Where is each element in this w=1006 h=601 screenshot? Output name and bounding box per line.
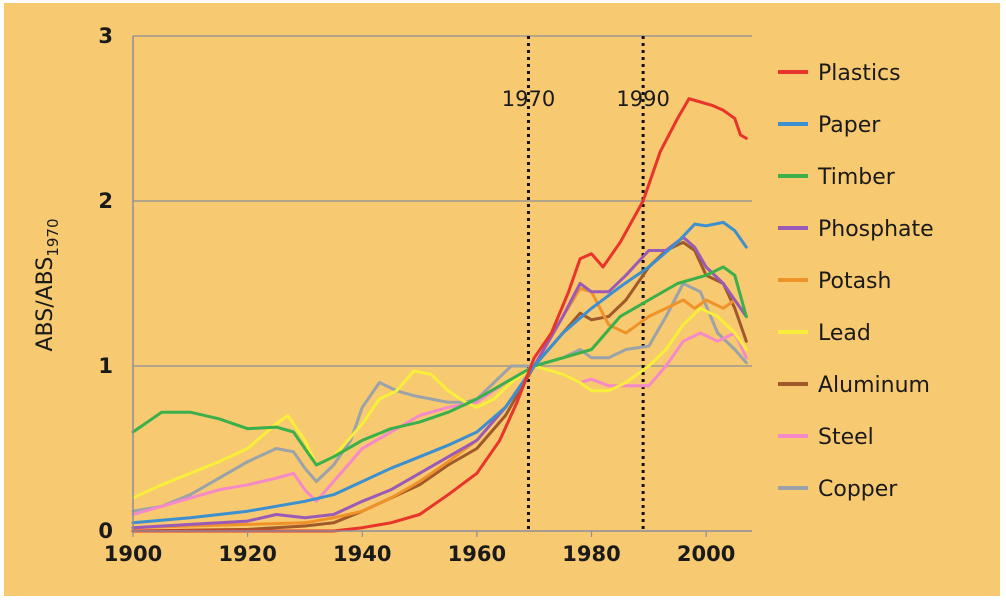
legend-label-plastics: Plastics: [818, 61, 901, 86]
y-axis-label: ABS/ABS1970: [33, 218, 62, 351]
x-tick-label: 1940: [333, 542, 391, 566]
reference-label-1970: 1970: [502, 87, 555, 111]
legend-label-lead: Lead: [818, 321, 871, 346]
series-line-phosphate: [131, 235, 748, 530]
series-line-lead: [131, 306, 748, 500]
series-line-timber: [131, 265, 748, 467]
y-axis-label-main: ABS/ABS: [33, 257, 58, 352]
legend: Plastics Paper Timber Phosphate Potash Lead Al…: [778, 61, 934, 502]
y-tick-label: 0: [98, 519, 113, 543]
reference-lines: 1970 1990: [502, 36, 670, 531]
x-tick-label: 2000: [677, 542, 735, 566]
legend-label-timber: Timber: [817, 165, 896, 190]
y-axis-label-subscript: 1970: [44, 218, 62, 256]
grid-lines: [133, 35, 752, 367]
series-lines: [131, 97, 748, 533]
x-tick-label: 1900: [104, 542, 162, 566]
legend-label-potash: Potash: [818, 269, 891, 294]
axes: 0 1 2 3 1900 1920 1940 1960 1980 2000: [98, 24, 752, 566]
chart-panel: [4, 3, 1000, 596]
y-tick-label: 3: [98, 24, 113, 48]
series-line-potash: [131, 287, 748, 530]
legend-label-aluminum: Aluminum: [818, 373, 930, 398]
x-tick-label: 1980: [562, 542, 620, 566]
legend-label-paper: Paper: [818, 113, 881, 138]
x-tick-label: 1960: [448, 542, 506, 566]
x-tick-label: 1920: [218, 542, 276, 566]
legend-label-steel: Steel: [818, 425, 874, 450]
series-line-copper: [131, 282, 748, 513]
reference-label-1990: 1990: [616, 87, 669, 111]
legend-label-copper: Copper: [818, 477, 898, 502]
y-tick-label: 1: [98, 354, 113, 378]
series-line-plastics: [131, 97, 748, 533]
y-tick-label: 2: [98, 189, 113, 213]
series-line-paper: [131, 220, 748, 525]
legend-label-phosphate: Phosphate: [818, 217, 934, 242]
series-line-steel: [131, 331, 748, 516]
